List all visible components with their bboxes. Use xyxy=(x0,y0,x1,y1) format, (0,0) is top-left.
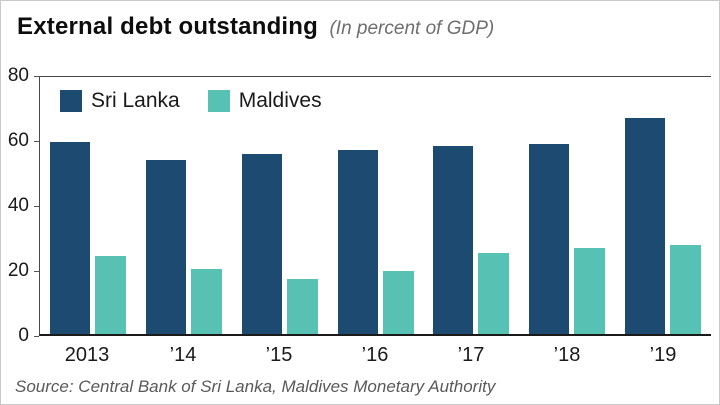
x-label-2013: 2013 xyxy=(64,344,110,366)
x-axis-labels: 2013 ’14 ’15 ’16 ’17 ’18 ’19 xyxy=(39,340,711,367)
y-axis: 0 20 40 60 80 xyxy=(1,65,39,346)
y-tick-mark-0 xyxy=(34,336,39,337)
y-tick-label-40: 40 xyxy=(7,195,29,216)
y-tick-mark-40 xyxy=(34,206,39,207)
bar-maldives-19 xyxy=(670,244,702,334)
bar-group-18 xyxy=(519,77,615,334)
y-tick-label-20: 20 xyxy=(7,260,29,281)
chart-title: External debt outstanding xyxy=(17,13,319,40)
bar-group-16 xyxy=(328,77,424,334)
x-label-18: ’18 xyxy=(553,344,581,366)
y-tick-label-80: 80 xyxy=(7,65,29,86)
legend-swatch-maldives xyxy=(207,90,230,112)
chart-subtitle: (In percent of GDP) xyxy=(329,18,495,39)
bar-group-2013 xyxy=(40,77,136,334)
bar-srilanka-2013 xyxy=(49,142,90,334)
y-tick-label-60: 60 xyxy=(7,130,29,151)
bar-maldives-16 xyxy=(382,270,414,334)
x-label-16: ’16 xyxy=(361,344,389,366)
legend-label-maldives: Maldives xyxy=(238,89,322,112)
legend: Sri Lanka Maldives xyxy=(60,89,322,113)
bar-maldives-18 xyxy=(574,247,606,334)
y-tick-mark-60 xyxy=(34,141,39,142)
chart-header: External debt outstanding (In percent of… xyxy=(17,13,494,41)
legend-item-maldives: Maldives xyxy=(207,89,322,113)
legend-swatch-sri-lanka xyxy=(60,90,82,112)
x-label-19: ’19 xyxy=(649,344,677,366)
legend-item-sri-lanka: Sri Lanka xyxy=(60,89,180,113)
bar-srilanka-14 xyxy=(145,160,186,334)
bar-srilanka-17 xyxy=(433,145,474,334)
bar-maldives-14 xyxy=(190,269,222,334)
y-tick-label-0: 0 xyxy=(18,325,29,346)
bar-srilanka-19 xyxy=(625,117,666,334)
x-label-14: ’14 xyxy=(169,344,197,366)
plot-area: Sri Lanka Maldives xyxy=(39,76,711,336)
bar-srilanka-16 xyxy=(337,150,378,334)
bar-maldives-17 xyxy=(478,252,510,334)
legend-label-sri-lanka: Sri Lanka xyxy=(91,89,180,112)
x-label-17: ’17 xyxy=(457,344,485,366)
bar-group-14 xyxy=(136,77,232,334)
bar-srilanka-15 xyxy=(241,153,282,334)
y-tick-mark-80 xyxy=(34,76,39,77)
bar-maldives-2013 xyxy=(94,256,126,334)
source-note: Source: Central Bank of Sri Lanka, Maldi… xyxy=(15,377,496,396)
y-tick-mark-20 xyxy=(34,271,39,272)
bar-group-17 xyxy=(423,77,519,334)
bar-group-19 xyxy=(615,77,711,334)
bar-srilanka-18 xyxy=(529,143,570,334)
bar-group-15 xyxy=(232,77,328,334)
x-label-15: ’15 xyxy=(265,344,293,366)
bar-maldives-15 xyxy=(286,278,318,334)
